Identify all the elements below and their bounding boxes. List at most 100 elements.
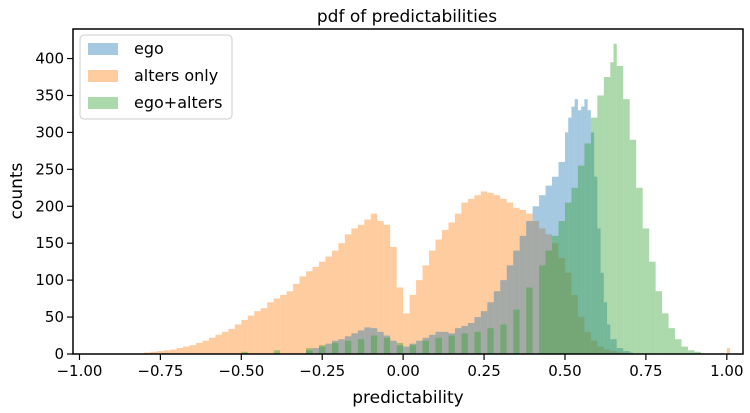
bar-alters-only bbox=[493, 195, 501, 354]
bar-ego bbox=[318, 346, 326, 354]
bar-ego-alters bbox=[610, 62, 614, 354]
bar-ego-alters bbox=[636, 187, 643, 354]
bar-alters-only bbox=[429, 250, 436, 354]
bar-alters-only bbox=[170, 349, 177, 354]
bar-ego bbox=[461, 325, 468, 354]
bar-ego bbox=[416, 340, 423, 354]
bar-ego-alters bbox=[409, 345, 417, 354]
bar-ego-alters bbox=[383, 337, 391, 354]
x-tick-label: 1.00 bbox=[710, 362, 743, 380]
bar-ego bbox=[331, 340, 339, 354]
x-tick-label: 0.75 bbox=[629, 362, 662, 380]
bar-ego-alters bbox=[500, 324, 507, 354]
bar-alters-only bbox=[286, 291, 294, 354]
x-tick-label: −0.75 bbox=[137, 362, 183, 380]
bar-ego bbox=[493, 291, 501, 354]
x-axis: −1.00 −0.75 −0.50 −0.25 0.00 0.25 0.50 0.75 1.00 bbox=[56, 354, 744, 380]
bar-ego bbox=[513, 250, 520, 354]
bar-ego-alters bbox=[318, 345, 326, 354]
bar-ego-alters bbox=[357, 339, 365, 354]
bar-ego-alters bbox=[552, 235, 559, 354]
bar-ego-alters bbox=[474, 331, 481, 354]
legend-swatch-ego-alters bbox=[88, 97, 118, 109]
bar-alters-only bbox=[396, 287, 404, 354]
bar-alters-only bbox=[558, 257, 565, 354]
x-tick-label: −1.00 bbox=[56, 362, 102, 380]
legend-label-ego: ego bbox=[134, 39, 164, 58]
bar-alters-only bbox=[267, 302, 274, 354]
bar-alters-only bbox=[532, 221, 540, 354]
bar-alters-only bbox=[157, 351, 164, 354]
bar-ego bbox=[587, 110, 591, 354]
bar-ego bbox=[312, 348, 319, 354]
legend: ego alters only ego+alters bbox=[79, 34, 233, 120]
bar-ego-alters bbox=[577, 165, 585, 354]
bar-alters-only bbox=[519, 209, 527, 354]
bar-ego bbox=[623, 351, 630, 354]
bar-ego bbox=[409, 343, 417, 354]
x-tick-label: −0.50 bbox=[218, 362, 264, 380]
y-tick-label: 0 bbox=[54, 345, 64, 363]
bar-ego bbox=[448, 333, 455, 354]
x-tick-label: −0.25 bbox=[299, 362, 345, 380]
bar-ego-alters bbox=[435, 337, 442, 354]
bar-ego bbox=[403, 346, 410, 354]
bar-ego bbox=[594, 176, 598, 354]
bar-alters-only bbox=[545, 234, 553, 354]
bar-alters-only bbox=[344, 234, 352, 354]
y-tick-label: 300 bbox=[35, 123, 64, 141]
bar-ego bbox=[370, 328, 378, 354]
bar-alters-only bbox=[552, 243, 559, 354]
bar-ego bbox=[600, 272, 604, 354]
bar-ego bbox=[422, 337, 430, 354]
legend-label-ego-alters: ego+alters bbox=[134, 93, 222, 112]
bar-ego bbox=[480, 311, 488, 354]
bar-ego bbox=[435, 331, 442, 354]
bar-ego-alters bbox=[687, 350, 695, 354]
y-tick-label: 150 bbox=[35, 234, 64, 252]
bar-ego-alters bbox=[273, 350, 281, 354]
bar-ego bbox=[616, 348, 624, 354]
bar-ego-alters bbox=[694, 351, 701, 354]
legend-swatch-ego bbox=[88, 43, 118, 55]
bar-ego bbox=[526, 221, 533, 354]
y-axis: 0 50 100 150 200 250 300 350 400 bbox=[35, 50, 73, 363]
bar-alters-only bbox=[726, 348, 731, 354]
bar-ego-alters bbox=[448, 335, 455, 354]
bar-alters-only bbox=[370, 213, 378, 354]
bar-alters-only bbox=[610, 351, 617, 354]
bar-ego bbox=[500, 280, 507, 354]
bar-ego bbox=[357, 330, 365, 354]
bar-ego bbox=[584, 99, 588, 354]
bar-ego bbox=[377, 331, 384, 354]
bar-alters-only bbox=[571, 294, 578, 354]
bar-alters-only bbox=[357, 224, 365, 354]
bar-alters-only bbox=[577, 317, 585, 354]
legend-swatch-alters-only bbox=[88, 70, 118, 82]
bar-ego bbox=[487, 302, 494, 354]
bar-ego-alters bbox=[306, 348, 313, 354]
bar-alters-only bbox=[487, 192, 494, 354]
bar-ego-alters bbox=[396, 342, 404, 354]
bar-alters-only bbox=[176, 348, 184, 354]
y-tick-label: 200 bbox=[35, 197, 64, 215]
bar-ego-alters bbox=[590, 117, 598, 355]
bar-ego-alters bbox=[642, 228, 650, 354]
bar-ego bbox=[603, 302, 608, 354]
bars-layer bbox=[144, 43, 731, 355]
bar-alters-only bbox=[241, 320, 248, 354]
bar-ego bbox=[390, 340, 397, 354]
bar-alters-only bbox=[513, 207, 520, 354]
bar-ego-alters bbox=[603, 77, 611, 355]
bar-alters-only bbox=[474, 195, 481, 354]
bar-ego bbox=[597, 228, 601, 354]
bar-ego-alters bbox=[545, 250, 553, 354]
bar-alters-only bbox=[208, 337, 216, 354]
y-tick-label: 350 bbox=[35, 86, 64, 104]
bar-ego bbox=[364, 327, 371, 354]
bar-ego bbox=[539, 195, 546, 354]
bar-ego bbox=[552, 176, 559, 354]
bar-ego-alters bbox=[681, 346, 688, 354]
bar-alters-only bbox=[390, 246, 397, 354]
